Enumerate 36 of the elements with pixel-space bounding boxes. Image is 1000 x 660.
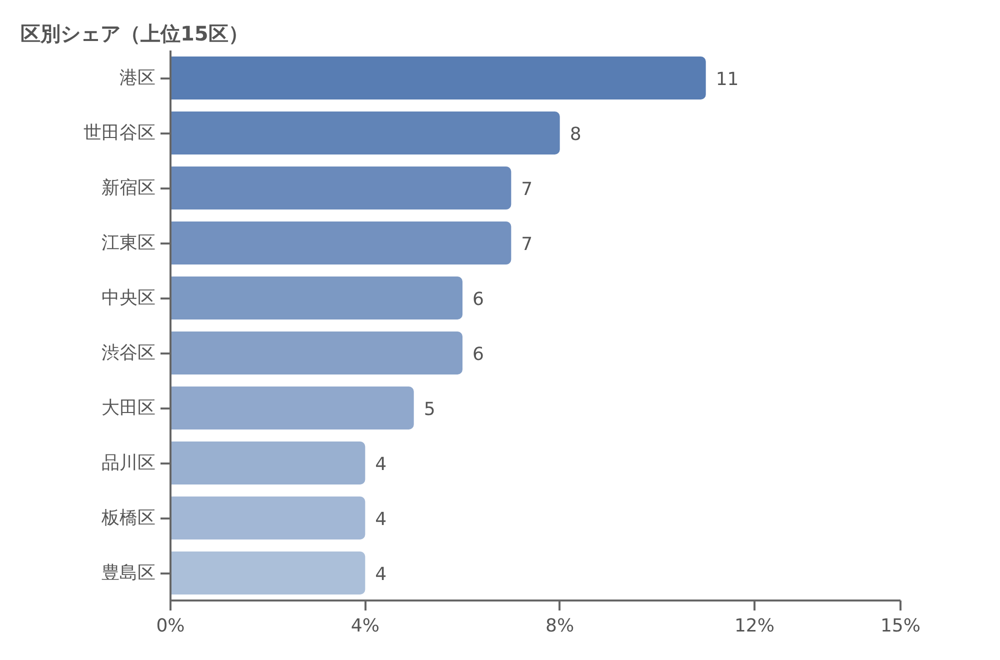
y-tick-label: 世田谷区 <box>84 122 156 144</box>
bar <box>170 112 560 154</box>
y-tick-label: 中央区 <box>102 288 156 308</box>
y-tick-label: 新宿区 <box>102 178 156 198</box>
x-tick-label: 12% <box>734 616 775 636</box>
x-tick-label: 15% <box>880 616 921 636</box>
x-tick-label: 8% <box>546 616 574 636</box>
data-label: 4 <box>375 454 387 475</box>
bar <box>170 496 366 540</box>
bar <box>170 166 512 210</box>
x-tick-label: 4% <box>350 616 380 636</box>
y-tick-label: 港区 <box>120 68 156 88</box>
bar <box>170 276 462 320</box>
data-label: 4 <box>375 509 387 530</box>
bar <box>170 386 414 430</box>
data-label: 6 <box>472 344 484 365</box>
data-label: 7 <box>521 234 533 255</box>
y-tick-label: 板橋区 <box>100 508 156 528</box>
data-label: 7 <box>521 179 533 200</box>
bar <box>170 222 512 264</box>
data-label: 6 <box>472 289 484 310</box>
data-label: 4 <box>375 564 387 585</box>
y-tick-label: 江東区 <box>102 232 156 254</box>
bar <box>170 552 366 594</box>
y-tick-label: 品川区 <box>102 452 156 474</box>
data-label: 11 <box>716 69 739 90</box>
chart-title: 区別シェア（上位15区） <box>20 22 248 46</box>
bar <box>170 56 706 100</box>
bar <box>170 332 462 374</box>
y-tick-label: 渋谷区 <box>102 342 156 364</box>
data-label: 5 <box>424 399 436 420</box>
y-tick-label: 豊島区 <box>102 562 156 584</box>
data-label: 8 <box>570 124 582 145</box>
y-tick-label: 大田区 <box>102 398 156 418</box>
x-tick-label: 0% <box>156 616 185 636</box>
bar <box>170 442 366 484</box>
